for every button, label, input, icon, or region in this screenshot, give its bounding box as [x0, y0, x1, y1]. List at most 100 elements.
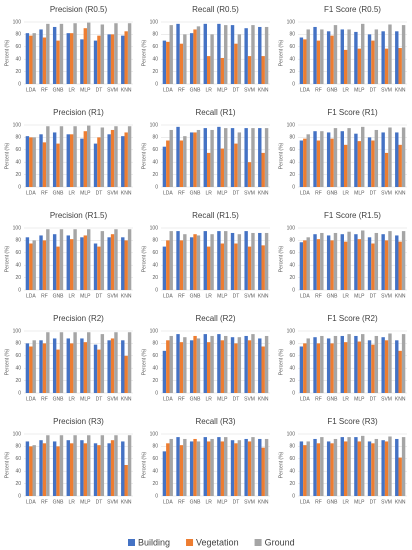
chart-title: F1 Score (R0.5) — [324, 5, 381, 14]
chart-title: Recall (R1) — [195, 108, 235, 117]
x-tick-label: KNN — [258, 499, 269, 505]
bar — [124, 355, 128, 393]
bar — [97, 349, 101, 393]
bar — [196, 129, 201, 187]
bar — [234, 243, 238, 290]
bar — [206, 56, 211, 84]
bar — [381, 440, 385, 496]
bar — [179, 342, 184, 393]
bar — [189, 132, 194, 187]
y-tick-label: 40 — [15, 160, 21, 166]
bar — [234, 343, 238, 393]
y-tick-label: 100 — [287, 19, 296, 25]
bar — [237, 337, 242, 393]
y-tick-label: 80 — [289, 135, 295, 141]
bar — [210, 34, 214, 84]
bar — [25, 136, 30, 187]
bar — [261, 346, 265, 393]
bar — [162, 350, 167, 393]
bar — [361, 126, 365, 187]
y-tick-label: 80 — [152, 341, 158, 347]
bar — [343, 49, 348, 84]
x-tick-label: SVM — [244, 396, 255, 402]
bar — [306, 29, 310, 84]
y-tick-label: 60 — [152, 353, 158, 359]
bar — [196, 441, 201, 496]
bar — [114, 23, 118, 85]
x-tick-label: LR — [68, 293, 75, 299]
bar — [367, 34, 372, 84]
bar — [313, 438, 317, 496]
y-tick-label: 40 — [15, 366, 21, 372]
bar — [73, 435, 77, 496]
bar — [42, 142, 47, 187]
bar — [264, 26, 269, 84]
legend-label: Ground — [265, 537, 295, 547]
bar — [398, 241, 402, 290]
bar — [247, 340, 252, 393]
bar — [398, 457, 402, 496]
y-tick-label: 100 — [287, 431, 296, 437]
x-tick-label: MLP — [354, 190, 365, 196]
bar — [73, 126, 77, 187]
y-tick-label: 80 — [15, 32, 21, 38]
y-tick-label: 20 — [152, 172, 158, 178]
bar — [303, 343, 307, 393]
bar — [206, 246, 211, 290]
chart-title: Recall (R0.5) — [192, 5, 239, 14]
bar — [121, 35, 125, 84]
bar — [39, 340, 43, 393]
x-tick-label: KNN — [258, 190, 269, 196]
x-tick-label: LR — [68, 499, 75, 505]
bar — [230, 128, 235, 187]
bar — [176, 437, 180, 496]
x-tick-label: MLP — [354, 499, 365, 505]
x-tick-label: LDA — [163, 499, 173, 505]
bar — [25, 33, 30, 84]
bar — [52, 338, 57, 393]
bar — [398, 48, 402, 84]
bar — [100, 24, 105, 84]
y-tick-label: 80 — [152, 32, 158, 38]
bar — [203, 23, 207, 84]
x-tick-label: GNB — [327, 87, 339, 93]
x-tick-label: LR — [205, 190, 212, 196]
bar — [121, 237, 125, 290]
bar — [203, 334, 207, 393]
y-tick-label: 0 — [18, 493, 21, 499]
bar — [401, 127, 406, 187]
bar — [114, 332, 118, 393]
bar — [316, 40, 321, 84]
bar — [80, 237, 84, 290]
bar — [244, 231, 248, 290]
x-tick-label: GNB — [190, 87, 202, 93]
y-tick-label: 0 — [155, 81, 158, 87]
x-tick-label: SVM — [107, 87, 118, 93]
y-tick-label: 100 — [13, 122, 22, 128]
y-tick-label: 60 — [289, 147, 295, 153]
bar — [29, 243, 33, 290]
bar — [330, 35, 334, 84]
x-tick-label: LDA — [300, 87, 310, 93]
x-tick-label: MLP — [217, 499, 228, 505]
bar — [69, 443, 74, 496]
bar — [124, 240, 128, 290]
bar — [69, 134, 74, 187]
bar — [224, 335, 228, 393]
bar — [42, 443, 47, 496]
bar — [261, 152, 265, 187]
bar — [306, 338, 310, 393]
y-tick-label: 0 — [292, 287, 295, 293]
x-tick-label: RF — [41, 190, 48, 196]
bar — [237, 234, 242, 290]
x-tick-label: SVM — [107, 190, 118, 196]
bar — [313, 234, 317, 290]
bar — [354, 133, 358, 187]
x-tick-label: SVM — [244, 87, 255, 93]
y-axis-label: Percent (%) — [141, 39, 147, 66]
x-tick-label: LR — [68, 87, 75, 93]
x-tick-label: LR — [342, 293, 349, 299]
bar — [110, 34, 115, 84]
bar — [114, 229, 118, 290]
x-tick-label: KNN — [258, 293, 269, 299]
